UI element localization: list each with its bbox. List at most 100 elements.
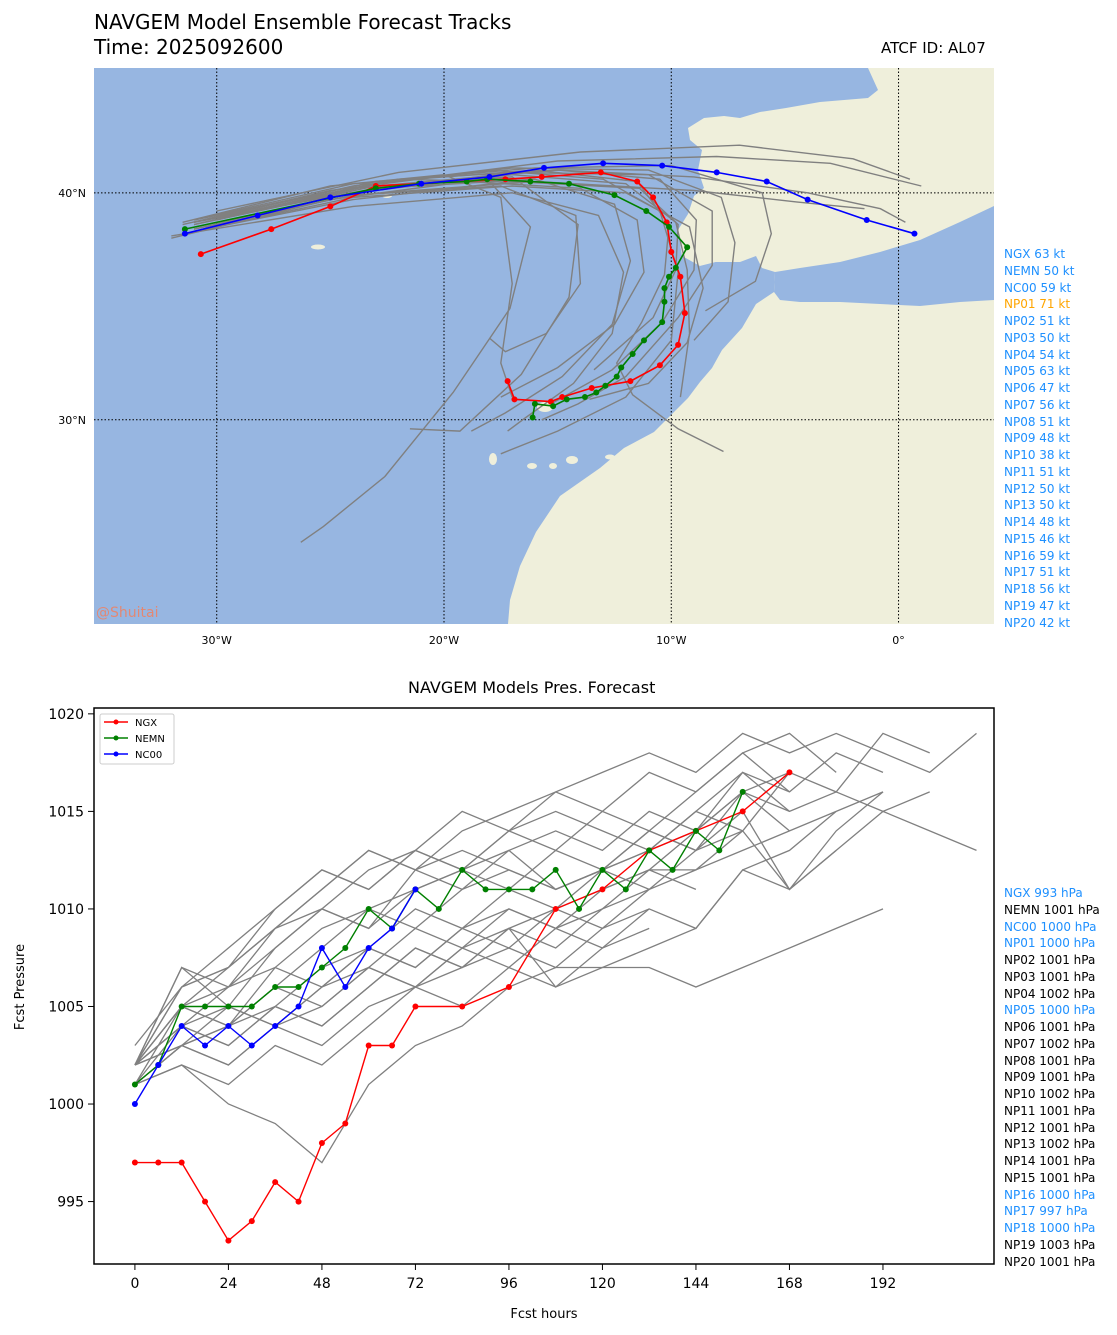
pressure-point-nc00	[202, 1042, 209, 1049]
intensity-legend-item: NC00 59 kt	[1004, 280, 1072, 295]
track-point-nemn	[618, 364, 625, 371]
track-point-nemn	[181, 226, 188, 233]
pressure-point-ngx	[248, 1218, 255, 1225]
pressure-point-nemn	[552, 866, 559, 873]
y-tick-label: 995	[57, 1195, 84, 1211]
pressure-point-ngx	[131, 1159, 138, 1166]
pressure-point-ngx	[225, 1237, 232, 1244]
x-tick-label: 0	[130, 1276, 139, 1292]
pressure-point-nc00	[412, 886, 419, 893]
track-point-ngx	[197, 251, 204, 258]
atcf-id: ATCF ID: AL07	[881, 39, 986, 57]
lon-tick-label: 10°W	[656, 634, 686, 647]
pressure-legend-item: NP13 1002 hPa	[1004, 1137, 1096, 1152]
pressure-line-np13	[134, 869, 697, 1085]
track-np19	[216, 178, 532, 543]
track-np14	[193, 178, 632, 432]
track-point-nemn	[611, 192, 618, 199]
track-point-ngx	[538, 173, 545, 180]
pressure-point-nemn	[529, 886, 536, 893]
intensity-legend-item: NP06 47 kt	[1004, 381, 1071, 395]
pressure-line-np15	[134, 732, 977, 1066]
track-point-ngx	[504, 378, 511, 385]
pressure-point-ngx	[552, 905, 559, 912]
pressure-point-nemn	[295, 983, 302, 990]
pressure-point-nc00	[342, 983, 349, 990]
track-point-nc00	[181, 230, 188, 237]
pressure-point-nc00	[272, 1022, 279, 1029]
pressure-point-ngx	[739, 808, 746, 815]
pressure-point-nemn	[692, 827, 699, 834]
track-point-nc00	[486, 173, 493, 180]
y-tick-label: 1020	[48, 707, 84, 723]
track-point-ngx	[656, 362, 663, 369]
pressure-legend-item: NP03 1001 hPa	[1004, 969, 1096, 984]
pressure-point-nc00	[295, 1003, 302, 1010]
track-point-nemn	[529, 414, 536, 421]
pressure-legend-item: NP11 1001 hPa	[1004, 1103, 1096, 1118]
pressure-chart-title: NAVGEM Models Pres. Forecast	[408, 678, 656, 697]
x-tick-label: 48	[313, 1276, 331, 1292]
track-point-nemn	[593, 389, 600, 396]
intensity-legend-item: NP05 63 kt	[1004, 364, 1071, 379]
pressure-legend-item: NP19 1003 hPa	[1004, 1237, 1096, 1252]
pressure-point-ngx	[342, 1120, 349, 1127]
pressure-point-nemn	[178, 1003, 185, 1010]
track-point-nemn	[550, 403, 557, 410]
track-point-nemn	[563, 396, 570, 403]
legend-marker	[113, 719, 119, 725]
pressure-point-nc00	[131, 1101, 138, 1108]
track-point-ngx	[681, 310, 688, 317]
mediterranean-sea	[774, 206, 994, 306]
track-point-nemn	[613, 373, 620, 380]
pressure-point-nemn	[716, 847, 723, 854]
pressure-point-nc00	[365, 944, 372, 951]
track-point-ngx	[327, 203, 334, 210]
track-point-nc00	[911, 230, 918, 237]
track-point-ngx	[627, 378, 634, 385]
pressure-point-nemn	[669, 866, 676, 873]
x-tick-label: 72	[407, 1276, 425, 1292]
pressure-line-np07	[134, 732, 837, 1066]
intensity-legend: NGX 63 kt NEMN 50 kt NC00 59 kt NP01 71 kt N…	[1004, 246, 1074, 631]
track-np16	[193, 169, 724, 453]
pressure-line-np20	[134, 791, 884, 1085]
pressure-point-nemn	[248, 1003, 255, 1010]
intensity-legend-item: NP11 51 kt	[1004, 464, 1071, 479]
pressure-line-np08	[134, 908, 650, 1066]
map-area	[94, 68, 994, 624]
forecast-time: Time: 2025092600	[94, 35, 284, 59]
map-tick-labels: 30°W 20°W 10°W 0° 30°N 40°N	[58, 187, 905, 647]
pressure-point-nemn	[342, 944, 349, 951]
track-point-ngx	[511, 396, 518, 403]
track-point-nemn	[684, 244, 691, 251]
intensity-legend-item: NP15 46 kt	[1004, 531, 1071, 546]
map-gridlines	[94, 68, 994, 624]
track-point-ngx	[597, 169, 604, 176]
track-point-nemn	[659, 319, 666, 326]
pressure-point-nemn	[272, 983, 279, 990]
y-tick-label: 1000	[48, 1097, 84, 1113]
pressure-point-nemn	[739, 788, 746, 795]
track-np15	[171, 192, 625, 432]
pressure-legend-item: NP14 1001 hPa	[1004, 1154, 1096, 1168]
ensemble-tracks	[171, 144, 922, 543]
x-tick-label: 120	[589, 1276, 616, 1292]
pressure-line-np10	[134, 752, 884, 1066]
track-point-ngx	[268, 226, 275, 233]
track-point-nemn	[641, 337, 647, 344]
legend-frame	[99, 713, 175, 765]
pressure-point-nemn	[225, 1003, 232, 1010]
track-point-ngx	[677, 273, 684, 280]
legend-label: NGX	[135, 718, 157, 729]
intensity-legend-item: NP17 51 kt	[1004, 565, 1071, 580]
pressure-point-nemn	[646, 847, 653, 854]
pressure-point-nemn	[131, 1081, 138, 1088]
intensity-legend-item: NP14 48 kt	[1004, 515, 1071, 529]
pressure-legend-item: NC00 1000 hPa	[1004, 919, 1097, 934]
track-point-nemn	[581, 394, 588, 401]
pressure-axes: 0 24 48 72 96 120 144 168 192 995 1000 1005 1010 1015…	[48, 707, 896, 1292]
y-axis-label: Fcst Pressure	[13, 944, 28, 1030]
pressure-point-nc00	[225, 1022, 232, 1029]
track-point-nc00	[418, 180, 425, 187]
